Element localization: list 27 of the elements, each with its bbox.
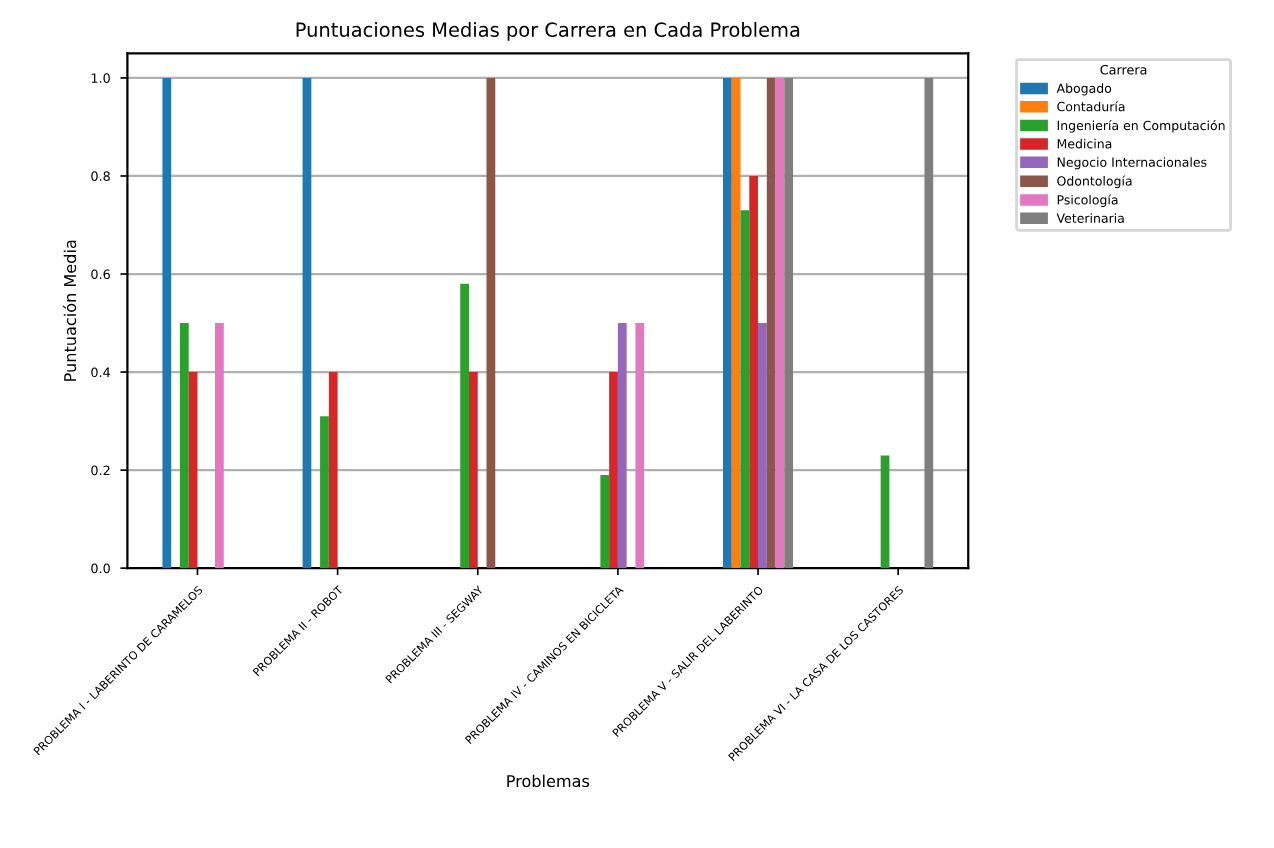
y-axis-title: Puntuación Media xyxy=(63,240,77,381)
bar xyxy=(302,77,312,569)
bar xyxy=(758,323,767,569)
bar xyxy=(722,77,732,569)
bar xyxy=(179,323,189,569)
bar xyxy=(775,77,785,569)
bar xyxy=(320,416,329,569)
bar xyxy=(731,77,741,569)
bar xyxy=(328,372,338,569)
bar xyxy=(924,77,934,569)
bar xyxy=(600,475,610,569)
bar xyxy=(214,323,224,569)
bar xyxy=(635,323,645,569)
bar xyxy=(609,372,618,569)
bar xyxy=(460,283,469,569)
bar xyxy=(486,77,496,569)
bar xyxy=(188,372,198,569)
bar xyxy=(749,175,759,569)
bar xyxy=(766,77,776,569)
bar xyxy=(468,372,478,569)
bar xyxy=(740,210,750,569)
bar xyxy=(162,77,172,569)
x-axis-title: Problemas xyxy=(507,774,590,788)
bar xyxy=(880,455,890,569)
bar xyxy=(784,77,794,569)
bar xyxy=(617,323,627,569)
chart-title: Puntuaciones Medias por Carrera en Cada Problema xyxy=(296,21,800,41)
